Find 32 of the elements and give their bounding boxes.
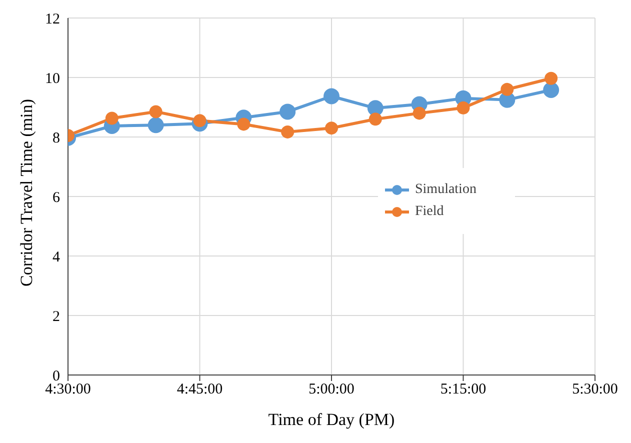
- point: [325, 122, 338, 135]
- y-tick-label: 4: [52, 249, 60, 266]
- y-tick-label: 12: [45, 11, 60, 28]
- x-tick-label: 5:30:00: [572, 382, 618, 398]
- point: [456, 101, 470, 114]
- y-axis-title: Corridor Travel Time (min): [17, 99, 36, 286]
- x-tick-label: 5:15:00: [440, 382, 486, 398]
- point: [324, 88, 340, 104]
- point: [193, 114, 206, 128]
- point: [148, 117, 164, 134]
- y-tick-label: 6: [52, 190, 60, 206]
- point: [105, 112, 118, 125]
- point: [500, 82, 514, 96]
- point: [281, 125, 294, 138]
- point: [544, 72, 558, 85]
- x-tick-label: 4:30:00: [45, 382, 91, 398]
- y-tick-label: 2: [52, 308, 60, 325]
- point: [149, 105, 162, 118]
- point: [280, 104, 296, 120]
- legend-label: Simulation: [415, 182, 476, 198]
- y-tick-label: 10: [45, 70, 60, 87]
- point: [237, 118, 250, 131]
- point: [367, 100, 384, 116]
- y-tick-label: 0: [52, 368, 60, 384]
- point: [543, 82, 560, 98]
- y-tick-label: 8: [52, 130, 60, 146]
- x-axis-title: Time of Day (PM): [268, 410, 395, 429]
- point: [368, 112, 382, 126]
- x-tick-label: 5:00:00: [308, 382, 354, 398]
- point: [412, 106, 426, 120]
- legend-label: Field: [415, 204, 444, 220]
- x-tick-label: 4:45:00: [176, 382, 223, 398]
